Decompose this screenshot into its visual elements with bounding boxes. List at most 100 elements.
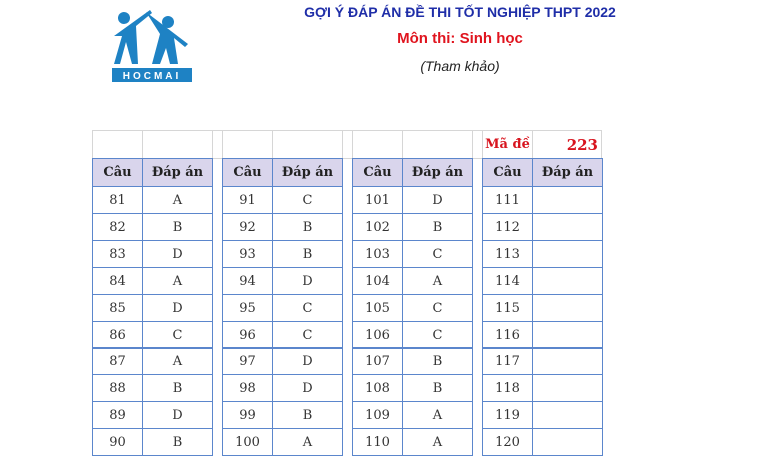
column-header-answer: Đáp án — [532, 158, 603, 187]
question-number: 87 — [92, 347, 143, 375]
question-number: 119 — [482, 401, 533, 429]
blank-cell — [402, 130, 473, 159]
answer-cell: B — [142, 428, 213, 456]
answer-cell: A — [402, 401, 473, 429]
answer-cell — [532, 428, 603, 456]
answer-cell: C — [402, 294, 473, 322]
question-number: 95 — [222, 294, 273, 322]
question-number: 97 — [222, 347, 273, 375]
question-number: 113 — [482, 240, 533, 268]
blank-cell — [92, 130, 143, 159]
question-number: 96 — [222, 321, 273, 349]
answer-cell: C — [272, 294, 343, 322]
answer-cell: A — [142, 186, 213, 214]
question-number: 91 — [222, 186, 273, 214]
answer-cell: B — [402, 374, 473, 402]
page-title: GỢI Ý ĐÁP ÁN ĐỀ THI TỐT NGHIỆP THPT 2022 — [304, 4, 616, 20]
question-number: 116 — [482, 321, 533, 349]
blank-cell — [352, 130, 403, 159]
answer-cell — [532, 267, 603, 295]
exam-code-label: Mã đề — [482, 130, 533, 159]
answer-cell: A — [402, 428, 473, 456]
question-number: 99 — [222, 401, 273, 429]
answer-cell: D — [272, 374, 343, 402]
question-number: 112 — [482, 213, 533, 241]
question-number: 98 — [222, 374, 273, 402]
column-header-question: Câu — [482, 158, 533, 187]
answer-cell — [532, 321, 603, 349]
question-number: 101 — [352, 186, 403, 214]
answer-cell: C — [402, 321, 473, 349]
subject: Môn thi: Sinh học — [397, 30, 523, 47]
question-number: 103 — [352, 240, 403, 268]
answer-cell: B — [142, 374, 213, 402]
answer-cell: B — [272, 240, 343, 268]
answer-cell: A — [402, 267, 473, 295]
answer-cell: D — [142, 401, 213, 429]
question-number: 114 — [482, 267, 533, 295]
hocmai-logo: HOCMAI — [112, 10, 192, 82]
column-header-question: Câu — [92, 158, 143, 187]
question-number: 105 — [352, 294, 403, 322]
answer-cell — [532, 401, 603, 429]
question-number: 88 — [92, 374, 143, 402]
answer-cell — [532, 213, 603, 241]
question-number: 109 — [352, 401, 403, 429]
question-number: 93 — [222, 240, 273, 268]
question-number: 94 — [222, 267, 273, 295]
blank-cell — [272, 130, 343, 159]
column-header-answer: Đáp án — [142, 158, 213, 187]
question-number: 83 — [92, 240, 143, 268]
blank-cell — [222, 130, 273, 159]
question-number: 82 — [92, 213, 143, 241]
answer-cell — [532, 374, 603, 402]
question-number: 85 — [92, 294, 143, 322]
answer-cell: C — [272, 321, 343, 349]
question-number: 86 — [92, 321, 143, 349]
question-number: 104 — [352, 267, 403, 295]
answer-cell: B — [402, 347, 473, 375]
answer-cell: B — [142, 213, 213, 241]
answer-cell: D — [142, 240, 213, 268]
answer-cell: B — [272, 401, 343, 429]
reference-note: (Tham khảo) — [420, 58, 500, 74]
exam-code-value: 223 — [532, 130, 602, 159]
question-number: 102 — [352, 213, 403, 241]
answer-cell: C — [402, 240, 473, 268]
svg-text:HOCMAI: HOCMAI — [123, 71, 182, 82]
answer-cell: A — [142, 267, 213, 295]
answer-cell — [532, 294, 603, 322]
answer-cell — [532, 240, 603, 268]
question-number: 81 — [92, 186, 143, 214]
answer-cell: D — [402, 186, 473, 214]
answer-cell: D — [272, 267, 343, 295]
answer-cell: D — [272, 347, 343, 375]
answer-cell: B — [402, 213, 473, 241]
column-header-answer: Đáp án — [402, 158, 473, 187]
question-number: 90 — [92, 428, 143, 456]
question-number: 84 — [92, 267, 143, 295]
question-number: 89 — [92, 401, 143, 429]
question-number: 108 — [352, 374, 403, 402]
question-number: 120 — [482, 428, 533, 456]
question-number: 115 — [482, 294, 533, 322]
answer-cell: C — [142, 321, 213, 349]
question-number: 110 — [352, 428, 403, 456]
answer-cell — [532, 186, 603, 214]
answer-cell: D — [142, 294, 213, 322]
answer-cell: A — [142, 347, 213, 375]
question-number: 92 — [222, 213, 273, 241]
column-header-question: Câu — [222, 158, 273, 187]
blank-cell — [142, 130, 213, 159]
column-header-answer: Đáp án — [272, 158, 343, 187]
question-number: 118 — [482, 374, 533, 402]
question-number: 100 — [222, 428, 273, 456]
question-number: 106 — [352, 321, 403, 349]
question-number: 117 — [482, 347, 533, 375]
question-number: 111 — [482, 186, 533, 214]
question-number: 107 — [352, 347, 403, 375]
column-header-question: Câu — [352, 158, 403, 187]
answer-cell: C — [272, 186, 343, 214]
answer-cell: A — [272, 428, 343, 456]
answer-cell: B — [272, 213, 343, 241]
